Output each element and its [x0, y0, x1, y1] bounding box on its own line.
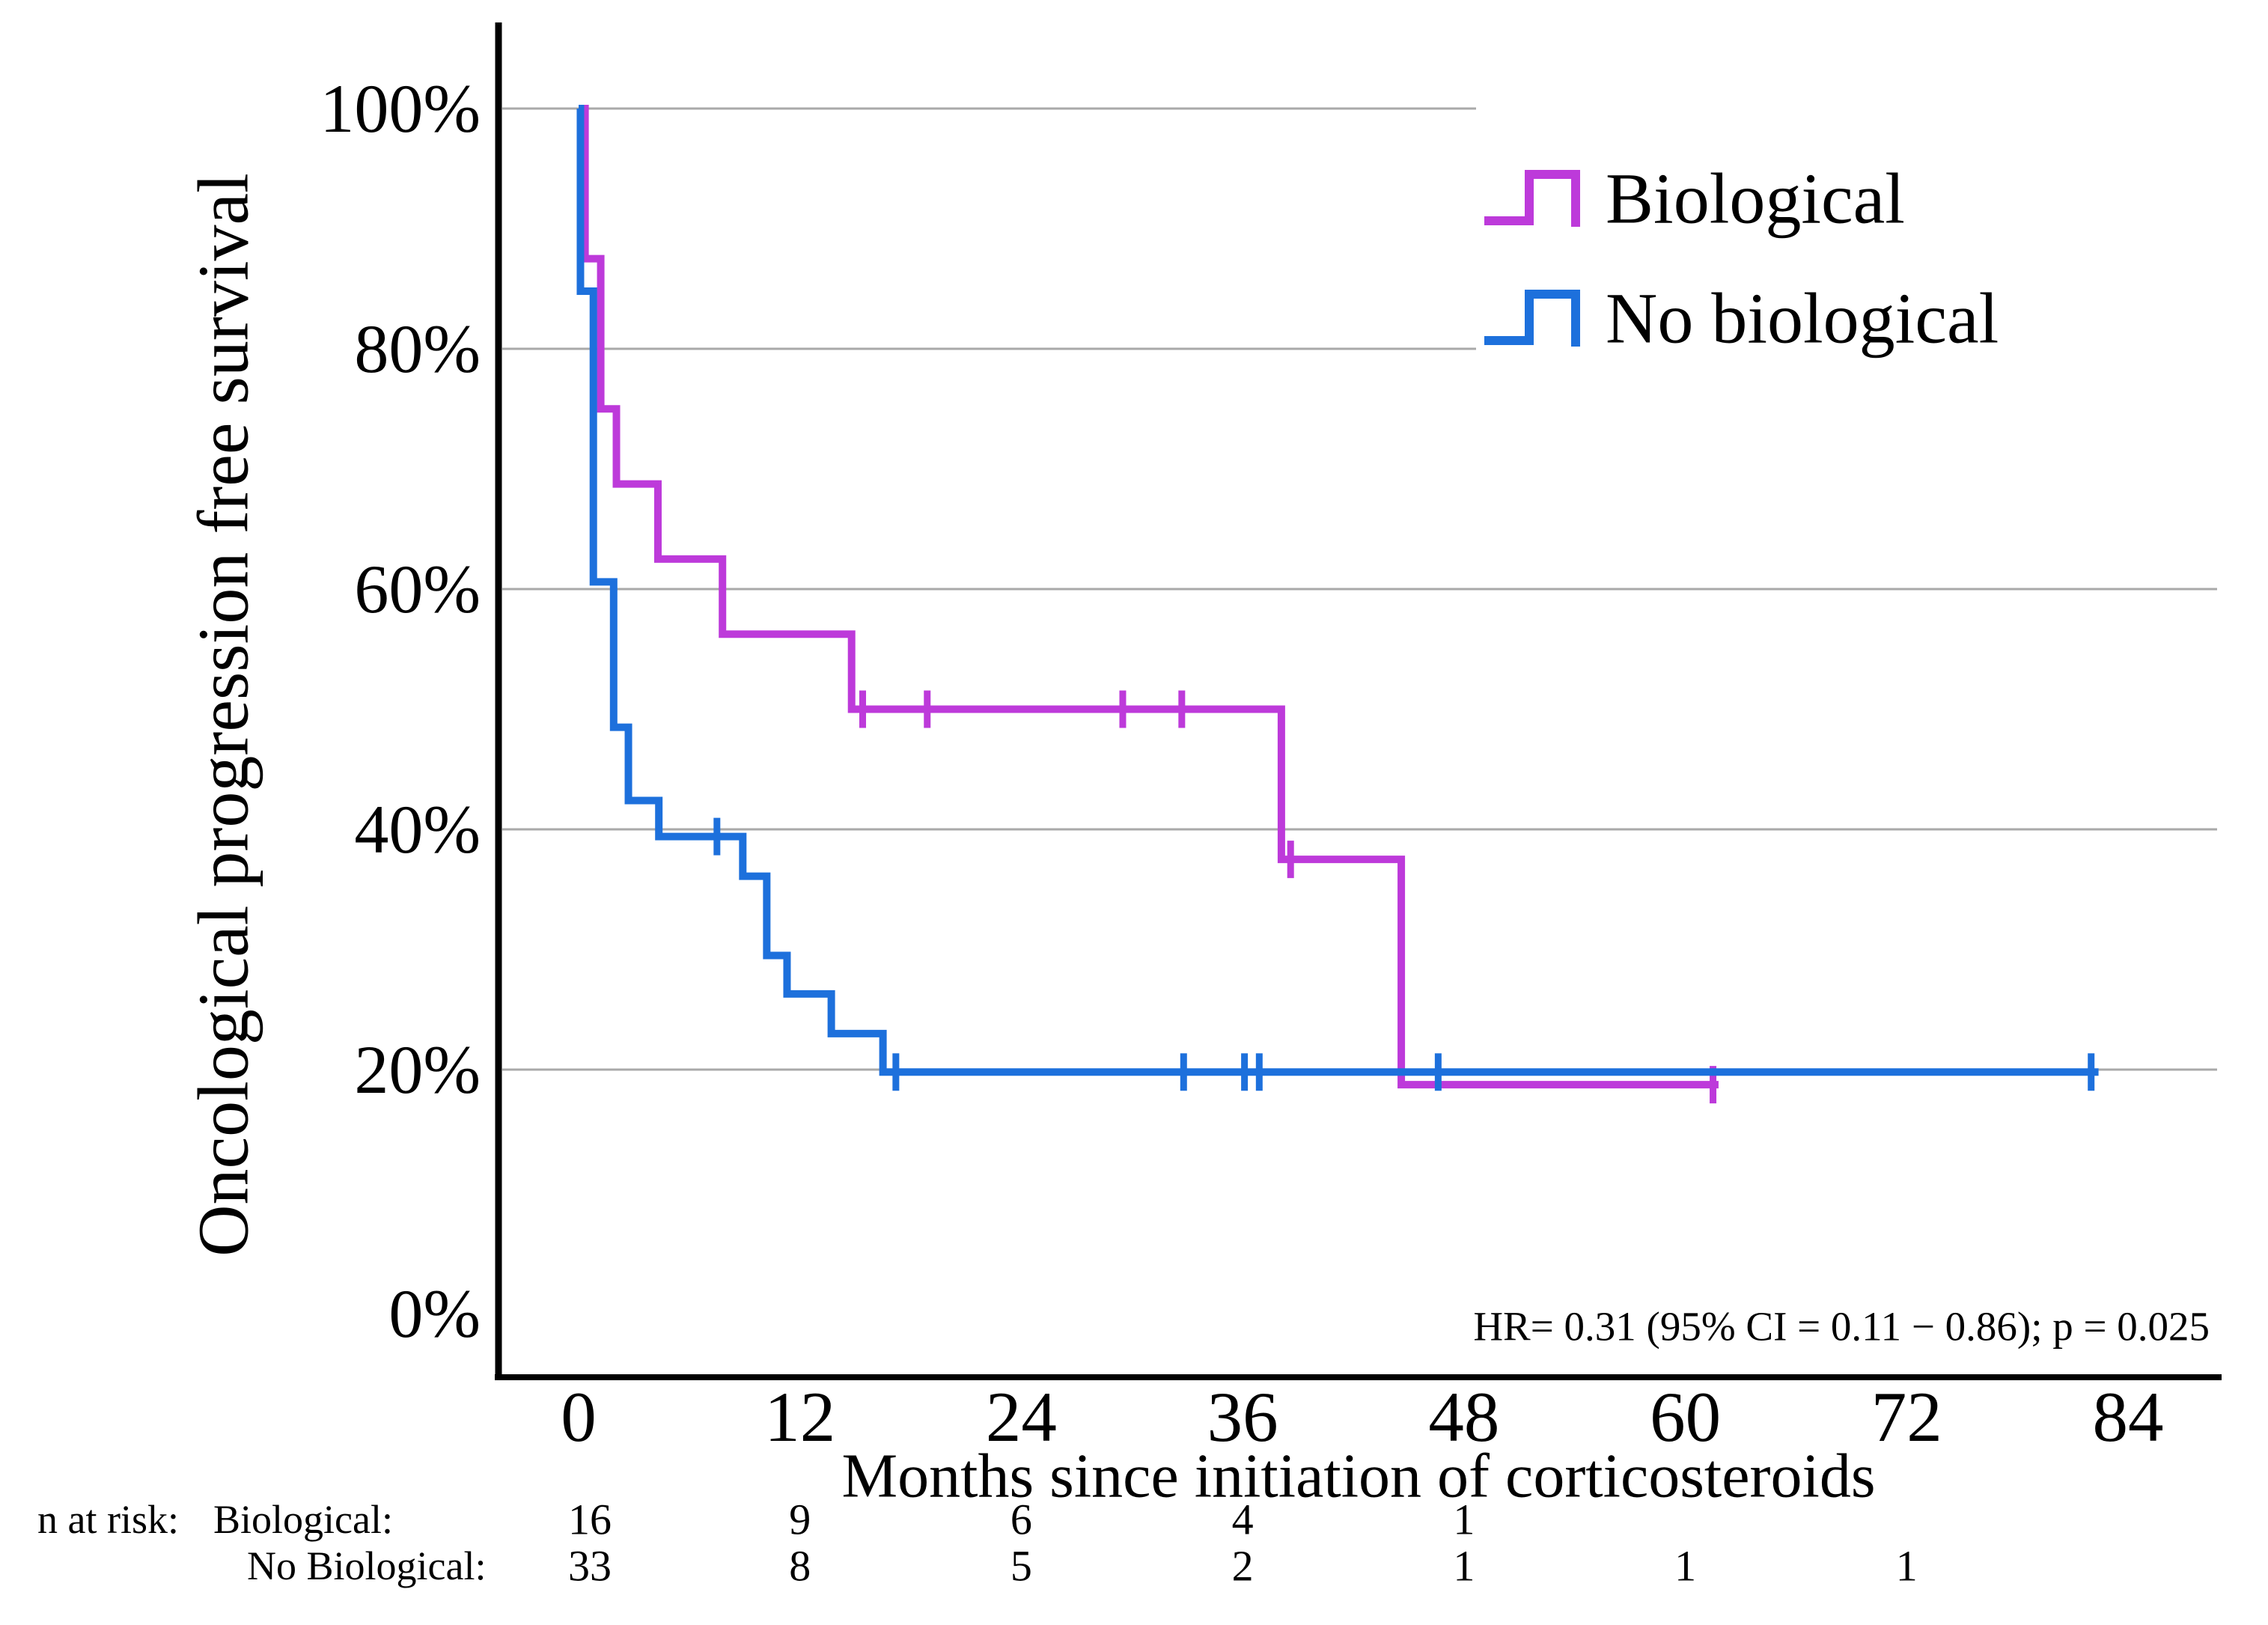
risk-count: 9 — [789, 1496, 811, 1544]
legend-label: No biological — [1606, 278, 1999, 359]
x-tick-label-36: 36 — [1207, 1377, 1278, 1457]
x-tick-label-60: 60 — [1650, 1377, 1721, 1457]
risk-count: 4 — [1232, 1496, 1254, 1544]
x-tick-label-72: 72 — [1871, 1377, 1942, 1457]
y-tick-label-40: 40% — [354, 791, 481, 868]
legend-step-line-icon — [1484, 170, 1580, 227]
survival-curves — [576, 105, 2099, 1104]
legend-step-line-icon — [1484, 290, 1580, 347]
y-tick-label-100: 100% — [320, 70, 481, 147]
y-tick-label-20: 20% — [354, 1031, 481, 1108]
legend: Biological No biological — [1484, 159, 1999, 359]
legend-item-no-biological: No biological — [1484, 278, 1999, 359]
x-axis-title: Months since initiation of corticosteroi… — [841, 1442, 1875, 1511]
risk-table-heading: n at risk: — [37, 1497, 179, 1542]
risk-count: 6 — [1010, 1496, 1032, 1544]
legend-item-biological: Biological — [1484, 159, 1905, 239]
risk-count: 33 — [568, 1542, 612, 1591]
risk-count: 2 — [1232, 1542, 1254, 1591]
risk-count: 8 — [789, 1542, 811, 1591]
y-tick-label-0: 0% — [388, 1275, 481, 1352]
series-no-biological — [576, 105, 2099, 1091]
risk-count: 1 — [1896, 1542, 1918, 1591]
x-tick-label-0: 0 — [561, 1377, 597, 1457]
risk-count: 1 — [1453, 1496, 1475, 1544]
risk-count: 1 — [1674, 1542, 1696, 1591]
risk-row-no-biological: No Biological: 33 8 5 2 1 1 1 — [247, 1542, 1918, 1591]
x-tick-label-84: 84 — [2093, 1377, 2164, 1457]
x-tick-label-24: 24 — [986, 1377, 1057, 1457]
x-tick-label-12: 12 — [764, 1377, 835, 1457]
hr-annotation: HR= 0.31 (95% CI = 0.11 − 0.86); p = 0.0… — [1473, 1304, 2210, 1350]
x-tick-label-48: 48 — [1428, 1377, 1499, 1457]
y-tick-label-60: 60% — [354, 551, 481, 627]
risk-count: 1 — [1453, 1542, 1475, 1591]
risk-row-label: Biological: — [213, 1497, 393, 1542]
gridlines — [502, 107, 2217, 1071]
axes — [495, 22, 2222, 1380]
y-axis-title: Oncological progression free survival — [183, 173, 263, 1257]
y-tick-label-80: 80% — [354, 311, 481, 387]
legend-label: Biological — [1606, 159, 1905, 239]
series-biological — [579, 105, 1719, 1104]
risk-count: 16 — [568, 1496, 612, 1544]
km-curve-no-biological — [576, 105, 2099, 1076]
axis-labels: 100% 80% 60% 40% 20% 0% 0 12 24 36 48 60 72 84 Months … — [183, 70, 2210, 1511]
risk-row-label: No Biological: — [247, 1543, 486, 1588]
risk-count: 5 — [1010, 1542, 1032, 1591]
risk-table: n at risk: Biological: 16 9 6 4 1No Biological… — [37, 1496, 1918, 1591]
km-curve-biological — [579, 105, 1719, 1089]
risk-row-biological: Biological: 16 9 6 4 1 — [213, 1496, 1475, 1544]
